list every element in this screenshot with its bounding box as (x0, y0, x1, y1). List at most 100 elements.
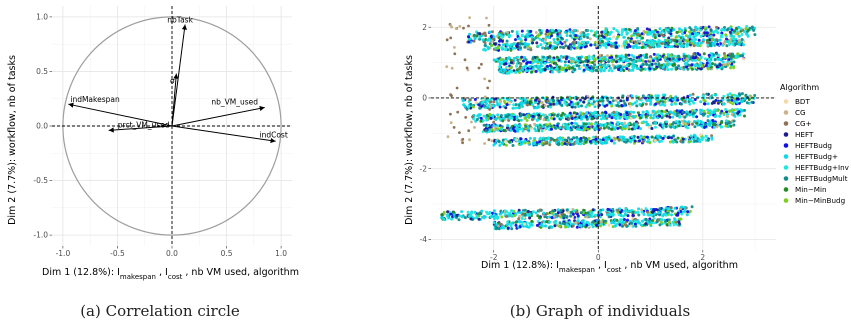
individual-point (582, 128, 586, 132)
individual-point (516, 124, 520, 128)
individual-point (483, 44, 487, 47)
individual-point (688, 113, 692, 117)
individual-point (522, 113, 526, 117)
individual-point (667, 62, 671, 66)
individual-point (547, 226, 551, 230)
individual-point (599, 220, 603, 224)
individual-point (645, 110, 649, 113)
individual-point (660, 42, 664, 45)
individual-point (499, 58, 503, 62)
individual-point (623, 103, 627, 106)
individual-point (585, 115, 588, 119)
individual-point (611, 213, 615, 217)
individual-point (745, 101, 749, 105)
individual-point (530, 219, 534, 223)
variable-arrow: σ (170, 73, 179, 127)
individual-point (494, 117, 498, 121)
individual-point (607, 60, 611, 64)
individual-point (712, 33, 716, 37)
individual-point (689, 28, 693, 31)
individual-point (579, 65, 583, 69)
individual-point (518, 140, 522, 144)
individual-point (610, 221, 614, 225)
individual-point (712, 30, 716, 34)
individual-point (446, 210, 450, 214)
individual-point (485, 118, 489, 122)
individual-point (715, 28, 719, 32)
individual-point (519, 46, 523, 50)
individual-point (544, 224, 548, 228)
individual-point (453, 52, 457, 56)
individual-point (663, 42, 667, 46)
individual-point (715, 25, 718, 29)
individual-point (496, 46, 500, 50)
individual-point (490, 128, 494, 131)
individual-point (666, 59, 670, 63)
individuals-x-axis-label: Dim 1 (12.8%): Imakespan , Icost , nb VM… (481, 260, 738, 274)
individual-point (609, 213, 613, 217)
individual-point (716, 31, 720, 35)
individual-point (627, 59, 630, 63)
individual-point (553, 126, 557, 129)
individual-point (703, 26, 707, 30)
individual-point (614, 45, 618, 49)
individual-point (616, 126, 620, 130)
individual-point (552, 117, 556, 121)
individual-point (579, 142, 583, 146)
individual-point (593, 102, 597, 106)
individual-point (644, 60, 648, 64)
individual-point (627, 36, 630, 40)
individual-point (722, 111, 726, 115)
individual-point (705, 31, 709, 35)
individual-point (607, 126, 611, 130)
individual-point (567, 113, 571, 117)
individual-point (607, 43, 610, 47)
individual-point (741, 54, 745, 58)
individual-point (673, 112, 677, 116)
individual-point (719, 58, 723, 62)
individual-point (584, 59, 588, 63)
individual-point (732, 66, 736, 70)
individual-point (641, 140, 645, 143)
variable-arrow: nb_VM_used (171, 97, 265, 127)
individual-point (493, 128, 497, 132)
individual-point (667, 221, 671, 224)
individual-point (681, 110, 685, 114)
individual-point (586, 36, 590, 39)
individual-point (736, 52, 740, 56)
individual-point (708, 38, 712, 42)
legend-item: BDT (783, 97, 810, 106)
individual-point (699, 34, 703, 38)
individual-point (565, 38, 569, 42)
individual-point (540, 46, 544, 50)
individual-point (540, 129, 544, 133)
individual-point (648, 67, 652, 71)
individual-point (492, 58, 496, 62)
correlation-x-axis-label: Dim 1 (12.8%): Imakespan , Icost , nb VM… (42, 267, 299, 281)
individual-point (683, 206, 687, 210)
individual-point (618, 116, 622, 120)
individual-point (692, 52, 696, 56)
individual-point (510, 209, 514, 213)
individual-point (523, 139, 527, 143)
individual-point (652, 52, 656, 56)
individuals-y-axis-label: Dim 2 (7.7%): workflow, nb of tasks (404, 55, 415, 225)
individual-point (550, 127, 553, 131)
individual-point (643, 96, 647, 100)
individual-point (495, 227, 498, 231)
individual-point (633, 219, 637, 223)
individual-point (727, 109, 731, 113)
individual-point (581, 60, 585, 64)
individual-point (586, 95, 590, 99)
individual-point (675, 114, 679, 118)
individual-point (615, 37, 619, 41)
individual-point (709, 96, 713, 100)
individual-point (499, 127, 503, 131)
individual-point (690, 63, 694, 67)
correlation-x-ticks: -1.0 -0.5 0.0 0.5 1.0 (56, 246, 287, 258)
individual-point (742, 57, 746, 61)
individual-point (717, 54, 721, 57)
individual-point (727, 121, 731, 125)
individual-point (515, 138, 519, 142)
individual-point (740, 109, 744, 112)
